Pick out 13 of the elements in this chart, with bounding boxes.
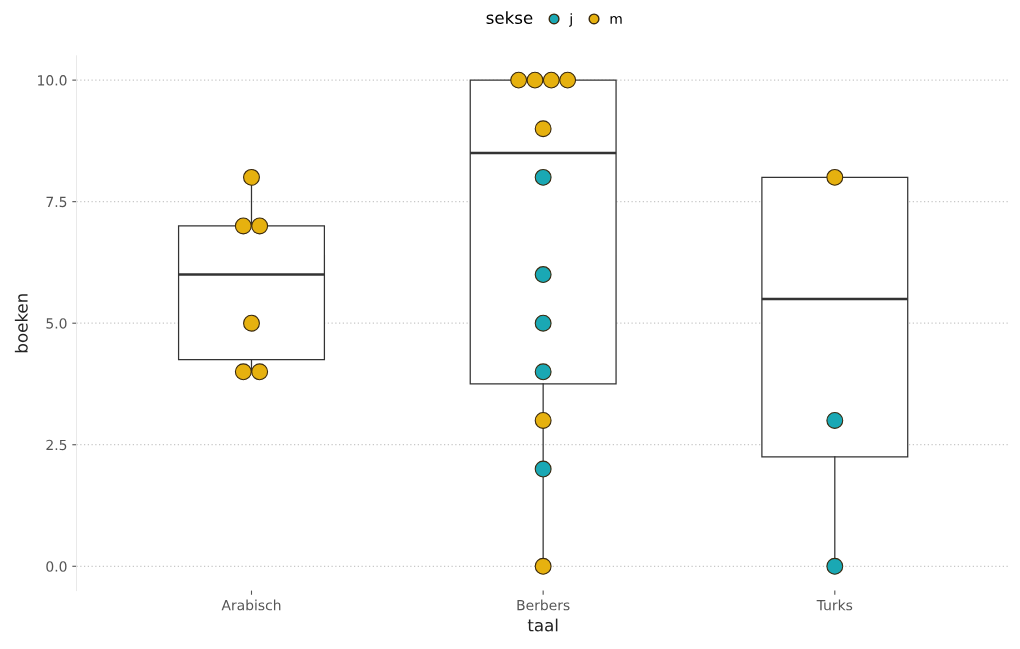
x-tick-label: Turks <box>816 599 853 611</box>
y-tick-label: 0.0 <box>46 561 67 572</box>
x-tick-label: Berbers <box>517 599 570 611</box>
y-tick-label: 10.0 <box>38 75 67 86</box>
y-tick-label: 7.5 <box>46 196 67 208</box>
legend-label: m <box>610 16 622 24</box>
y-tick-label: 2.5 <box>46 439 67 451</box>
legend-label: j <box>569 13 572 27</box>
legend-title: sekse <box>486 11 533 25</box>
x-axis-title: taal <box>527 618 558 632</box>
y-axis-title: boeken <box>14 294 28 353</box>
x-tick-label: Arabisch <box>221 599 281 611</box>
y-tick-label: 5.0 <box>46 318 67 329</box>
